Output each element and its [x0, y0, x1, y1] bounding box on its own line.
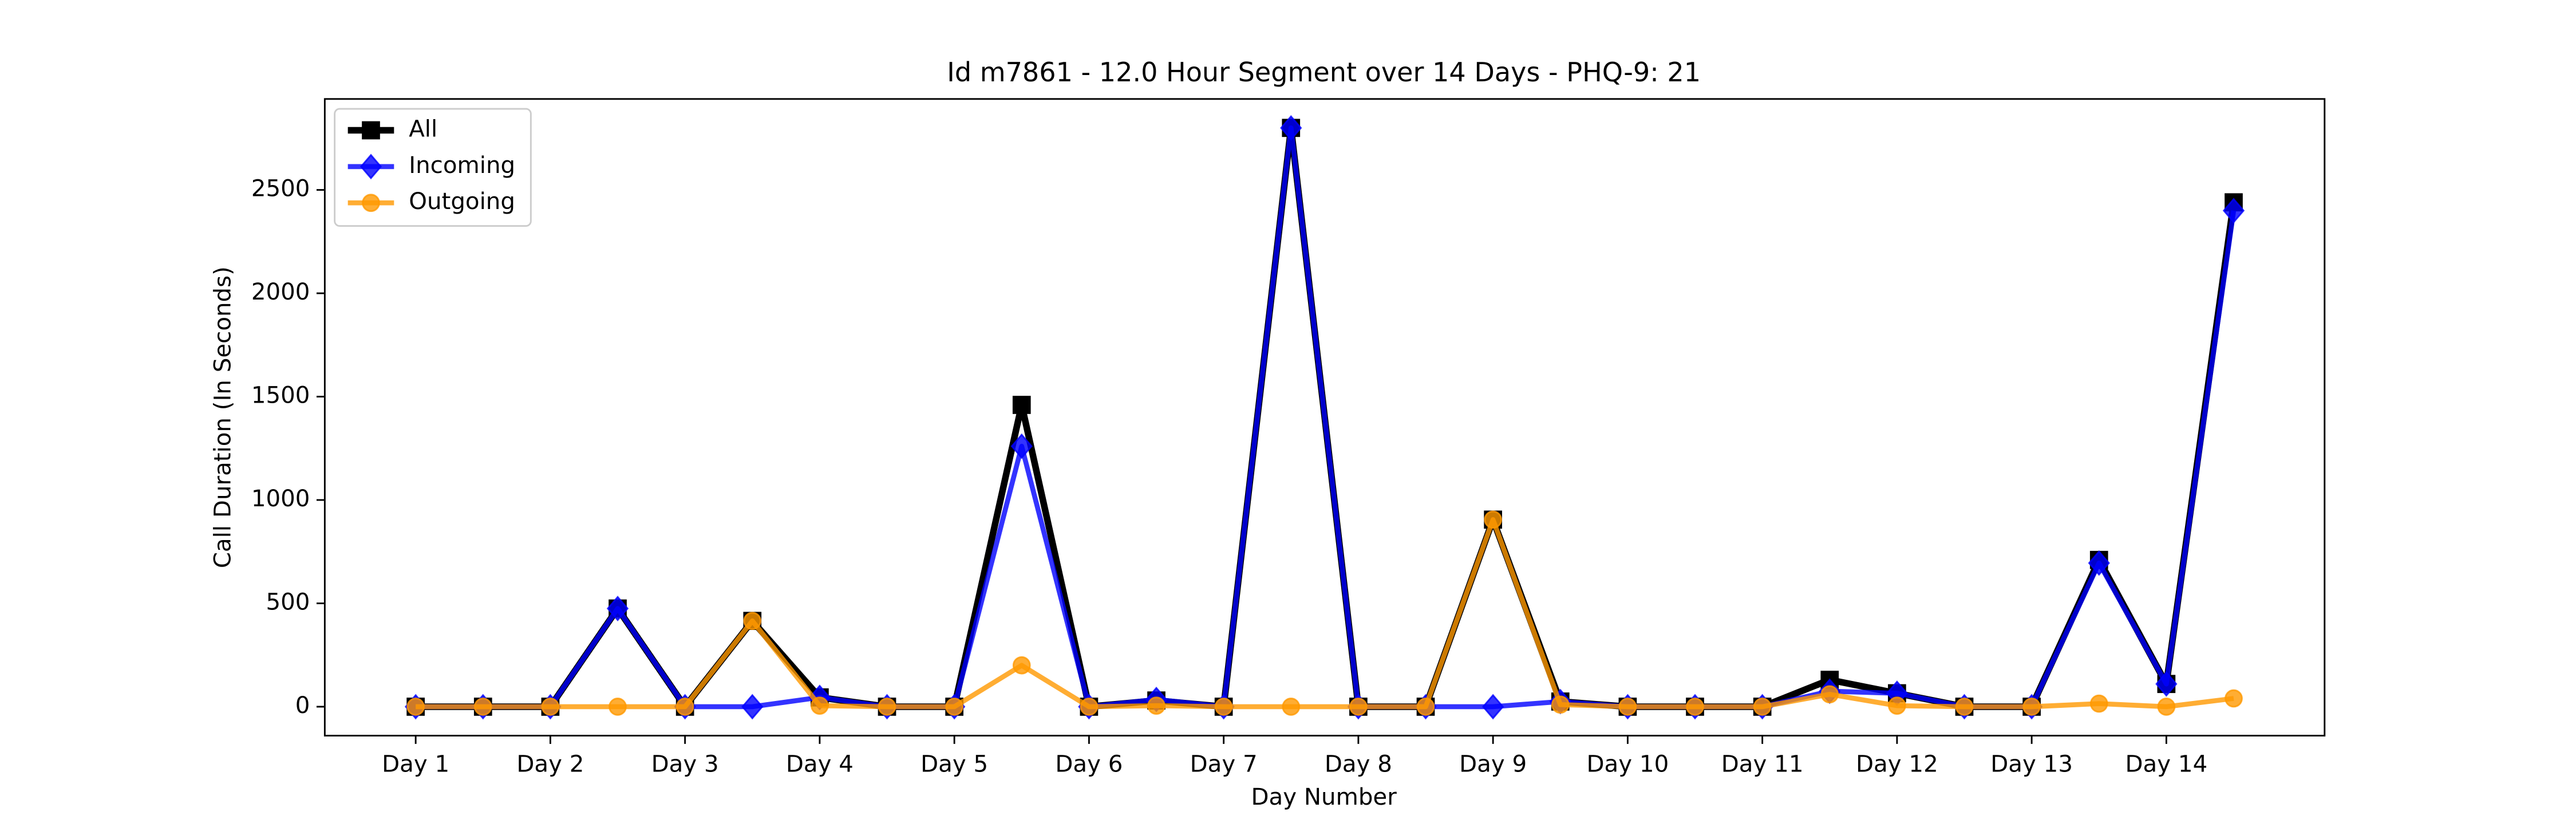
marker	[2022, 698, 2041, 716]
x-tick-label: Day 1	[382, 750, 449, 777]
marker	[811, 696, 829, 715]
y-tick-label: 2500	[251, 175, 310, 202]
legend-label: Incoming	[409, 152, 515, 179]
x-tick-label: Day 8	[1325, 750, 1392, 777]
marker	[359, 153, 382, 180]
marker	[406, 698, 425, 716]
chart-title: Id m7861 - 12.0 Hour Segment over 14 Day…	[947, 57, 1701, 88]
x-tick-label: Day 5	[920, 750, 988, 777]
y-tick-label: 1000	[251, 485, 310, 512]
marker	[1012, 656, 1031, 675]
marker	[606, 596, 629, 621]
marker	[362, 194, 380, 212]
series	[406, 510, 2243, 716]
marker	[1349, 698, 1368, 716]
marker	[1012, 396, 1031, 414]
x-tick-label: Day 14	[2125, 750, 2208, 777]
marker	[741, 694, 764, 720]
y-axis-label: Call Duration (In Seconds)	[210, 266, 236, 568]
legend-label: All	[409, 116, 437, 143]
marker	[1147, 696, 1165, 715]
marker	[878, 698, 896, 716]
x-axis-label: Day Number	[1251, 783, 1397, 810]
y-tick-label: 2000	[251, 278, 310, 305]
x-tick-label: Day 9	[1459, 750, 1527, 777]
marker	[945, 698, 963, 716]
marker	[2157, 698, 2176, 716]
y-tick-label: 500	[266, 588, 310, 615]
x-tick-label: Day 3	[651, 750, 719, 777]
series-line	[416, 125, 2237, 710]
marker	[1820, 685, 1839, 704]
marker	[541, 698, 560, 716]
x-tick-label: Day 6	[1055, 750, 1123, 777]
marker	[2225, 689, 2243, 708]
marker	[1282, 698, 1301, 716]
marker	[1618, 698, 1637, 716]
marker	[1214, 698, 1233, 716]
y-tick-label: 0	[295, 692, 310, 719]
y-tick-label: 1500	[251, 382, 310, 409]
x-tick-label: Day 4	[786, 750, 854, 777]
marker	[1416, 698, 1435, 716]
plot-frame	[323, 98, 2326, 737]
marker	[1551, 695, 1570, 714]
x-tick-label: Day 2	[516, 750, 584, 777]
marker	[362, 121, 380, 140]
x-tick-label: Day 11	[1721, 750, 1804, 777]
marker	[473, 698, 492, 716]
marker	[1481, 694, 1504, 720]
marker	[2088, 550, 2110, 576]
marker	[1955, 698, 1974, 716]
marker	[2222, 198, 2245, 224]
marker	[1484, 510, 1502, 529]
marker	[1010, 433, 1033, 459]
x-tick-label: Day 13	[1990, 750, 2073, 777]
marker	[1753, 698, 1772, 716]
marker	[1280, 115, 1302, 141]
marker	[1080, 698, 1099, 716]
marker	[609, 698, 627, 716]
marker	[1686, 698, 1704, 716]
series-line	[416, 517, 2234, 710]
marker	[743, 612, 762, 631]
marker	[1888, 696, 1906, 715]
marker	[675, 698, 694, 716]
legend-label: Outgoing	[409, 188, 515, 215]
x-tick-label: Day 7	[1190, 750, 1258, 777]
legend-box	[334, 108, 532, 227]
marker	[2089, 694, 2108, 713]
marker	[2155, 671, 2178, 697]
x-tick-label: Day 12	[1856, 750, 1938, 777]
x-tick-label: Day 10	[1587, 750, 1669, 777]
